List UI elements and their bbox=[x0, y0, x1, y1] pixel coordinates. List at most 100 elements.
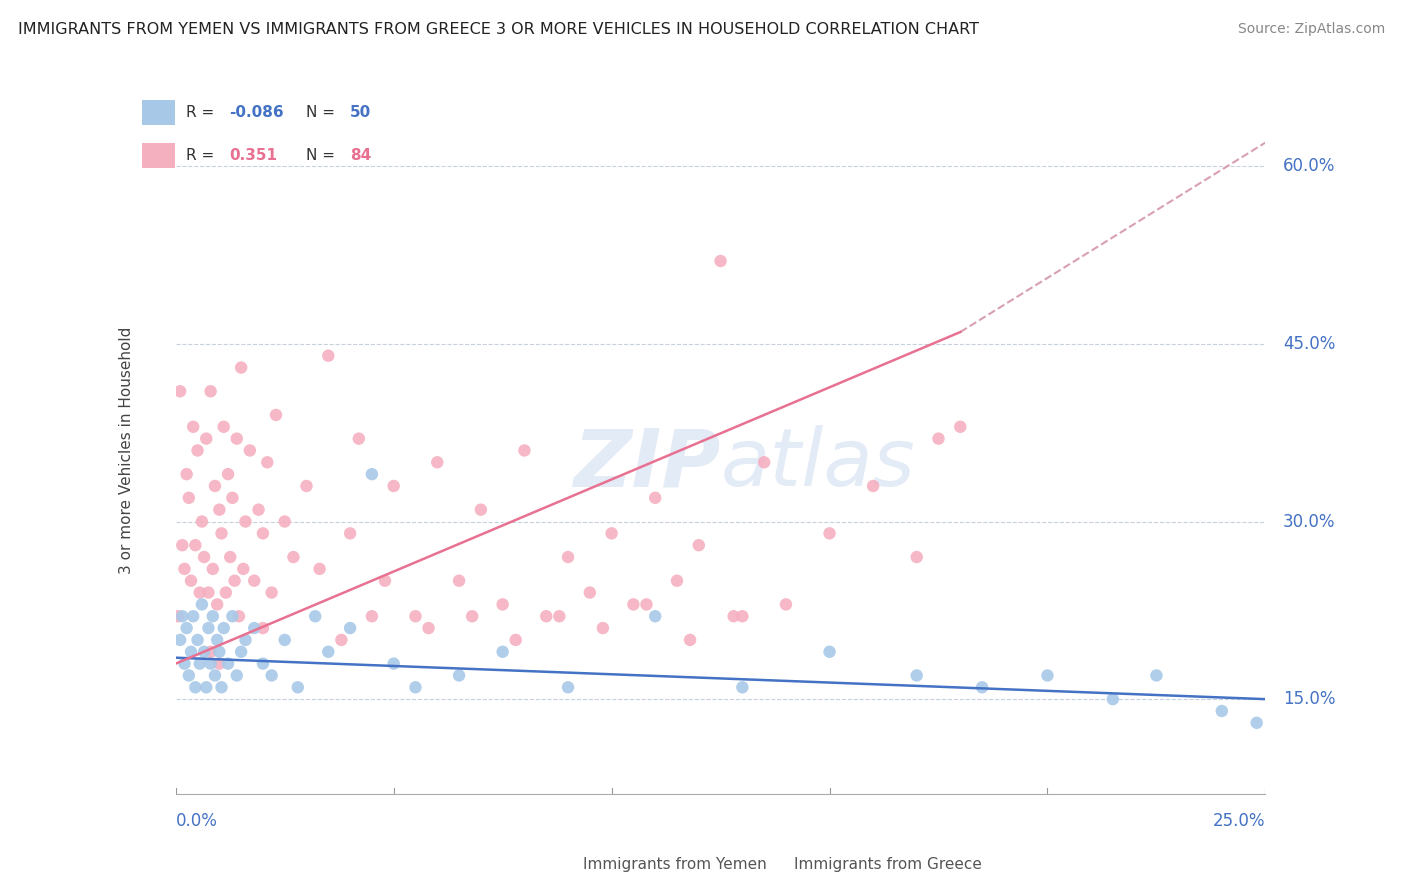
Point bbox=[247, 502, 270, 516]
Point bbox=[818, 645, 841, 659]
Text: 3 or more Vehicles in Household: 3 or more Vehicles in Household bbox=[120, 326, 135, 574]
Text: IMMIGRANTS FROM YEMEN VS IMMIGRANTS FROM GREECE 3 OR MORE VEHICLES IN HOUSEHOLD : IMMIGRANTS FROM YEMEN VS IMMIGRANTS FROM… bbox=[18, 22, 979, 37]
Point bbox=[212, 419, 235, 434]
Point bbox=[188, 657, 211, 671]
Point bbox=[243, 621, 266, 635]
Point bbox=[679, 632, 702, 647]
Point bbox=[204, 479, 226, 493]
Point bbox=[557, 549, 579, 564]
Text: ZIP: ZIP bbox=[574, 425, 721, 503]
Point bbox=[176, 621, 198, 635]
Text: Immigrants from Yemen: Immigrants from Yemen bbox=[583, 857, 768, 872]
Point bbox=[225, 668, 247, 682]
Point bbox=[283, 549, 305, 564]
Point bbox=[191, 598, 214, 612]
Point bbox=[180, 645, 202, 659]
Point bbox=[208, 657, 231, 671]
Point bbox=[204, 668, 226, 682]
Point bbox=[308, 562, 330, 576]
Point bbox=[188, 585, 211, 599]
Text: atlas: atlas bbox=[721, 425, 915, 503]
Point bbox=[173, 657, 195, 671]
Point bbox=[169, 632, 191, 647]
Point bbox=[928, 432, 950, 446]
Point bbox=[252, 621, 274, 635]
Point bbox=[219, 549, 242, 564]
Point bbox=[193, 549, 215, 564]
Point bbox=[172, 538, 194, 552]
Point bbox=[1246, 715, 1268, 730]
Point bbox=[644, 609, 666, 624]
Point bbox=[232, 562, 254, 576]
Text: Source: ZipAtlas.com: Source: ZipAtlas.com bbox=[1237, 22, 1385, 37]
Point bbox=[492, 598, 515, 612]
Point bbox=[447, 668, 470, 682]
Point bbox=[818, 526, 841, 541]
Point bbox=[274, 632, 297, 647]
Point bbox=[252, 526, 274, 541]
Point bbox=[239, 443, 262, 458]
Point bbox=[201, 609, 224, 624]
Point bbox=[231, 360, 253, 375]
Text: N =: N = bbox=[307, 148, 340, 162]
Text: 0.0%: 0.0% bbox=[176, 812, 218, 830]
Point bbox=[224, 574, 246, 588]
Point bbox=[260, 585, 283, 599]
Point bbox=[212, 621, 235, 635]
Point bbox=[295, 479, 318, 493]
Point bbox=[579, 585, 602, 599]
Bar bbox=[142, 143, 174, 168]
Point bbox=[211, 526, 233, 541]
Point bbox=[231, 645, 253, 659]
Text: 15.0%: 15.0% bbox=[1282, 690, 1336, 708]
Point bbox=[644, 491, 666, 505]
Point bbox=[235, 632, 257, 647]
Point bbox=[972, 681, 994, 695]
Point bbox=[197, 621, 219, 635]
Point bbox=[513, 443, 536, 458]
Point bbox=[361, 467, 384, 482]
Point bbox=[217, 467, 239, 482]
Text: 60.0%: 60.0% bbox=[1282, 157, 1336, 175]
Point bbox=[905, 549, 928, 564]
Point bbox=[252, 657, 274, 671]
Point bbox=[461, 609, 484, 624]
Point bbox=[228, 609, 250, 624]
Point bbox=[264, 408, 287, 422]
Text: N =: N = bbox=[307, 105, 340, 120]
Point bbox=[172, 609, 194, 624]
Point bbox=[339, 621, 361, 635]
Point bbox=[1211, 704, 1233, 718]
Point bbox=[186, 443, 209, 458]
Point bbox=[167, 609, 190, 624]
Text: 45.0%: 45.0% bbox=[1282, 334, 1336, 353]
Point bbox=[195, 681, 218, 695]
Point bbox=[636, 598, 658, 612]
Point bbox=[211, 681, 233, 695]
Point bbox=[180, 574, 202, 588]
Point bbox=[177, 668, 200, 682]
Point bbox=[200, 645, 222, 659]
Point bbox=[177, 491, 200, 505]
Point bbox=[688, 538, 710, 552]
Point bbox=[221, 609, 243, 624]
Point bbox=[173, 562, 195, 576]
Point bbox=[666, 574, 689, 588]
Point bbox=[557, 681, 579, 695]
Text: 84: 84 bbox=[350, 148, 371, 162]
Point bbox=[200, 657, 222, 671]
Point bbox=[304, 609, 326, 624]
Point bbox=[256, 455, 278, 469]
Text: 0.351: 0.351 bbox=[229, 148, 277, 162]
Point bbox=[260, 668, 283, 682]
Point bbox=[181, 419, 204, 434]
Point bbox=[426, 455, 449, 469]
Point bbox=[754, 455, 776, 469]
Point bbox=[447, 574, 470, 588]
Point bbox=[405, 609, 427, 624]
Point bbox=[548, 609, 571, 624]
Point bbox=[181, 609, 204, 624]
Point bbox=[235, 515, 257, 529]
Point bbox=[731, 609, 754, 624]
Point bbox=[505, 632, 527, 647]
